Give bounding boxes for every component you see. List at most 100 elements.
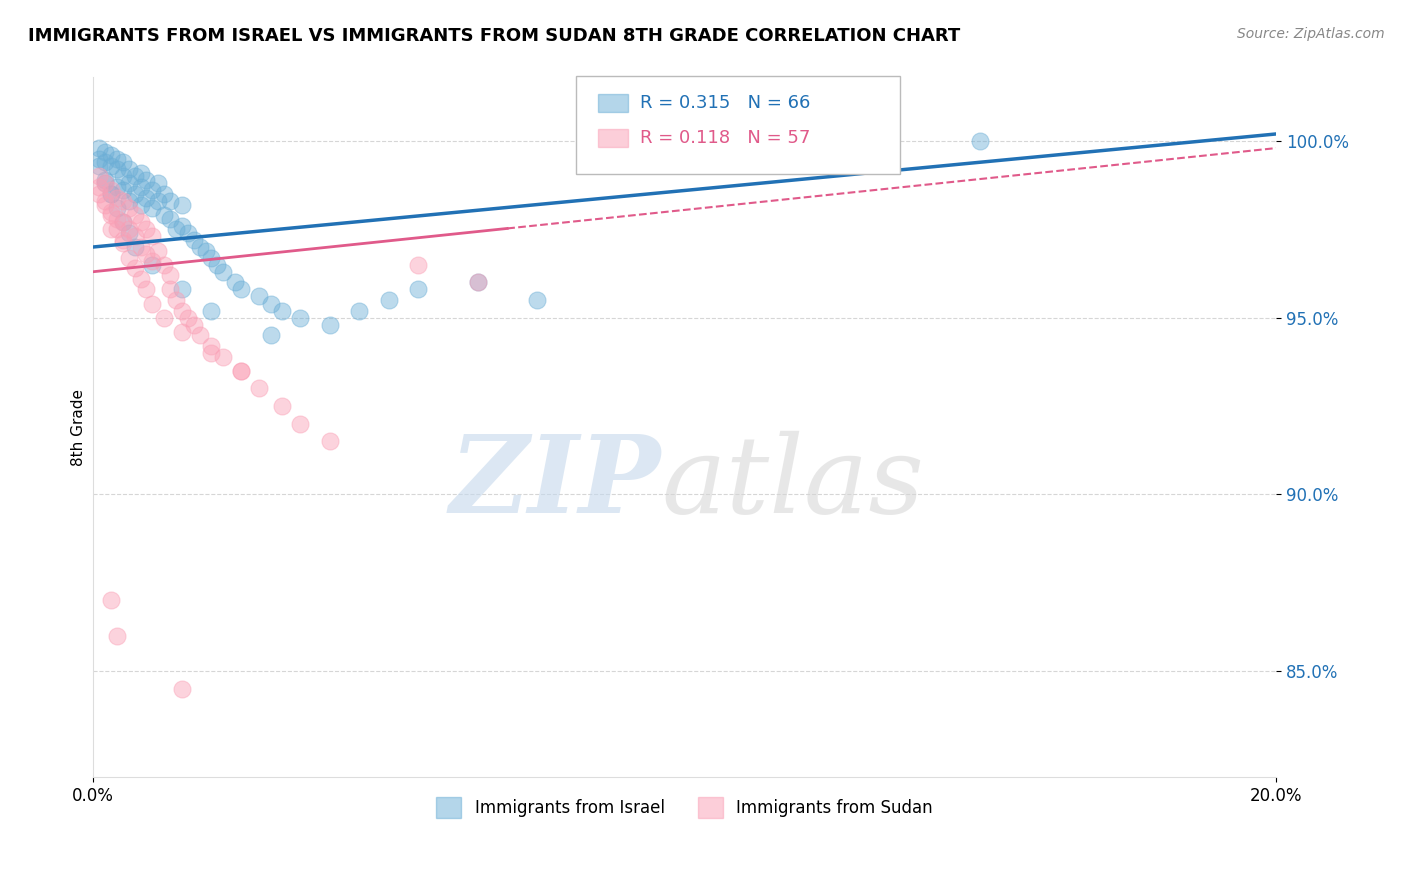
Point [194, 244, 217, 258]
Point [135, 190, 157, 204]
Point [111, 236, 134, 251]
Point [129, 215, 152, 229]
Point [111, 215, 134, 229]
Point [105, 211, 128, 226]
Point [188, 328, 211, 343]
Point [229, 364, 252, 378]
Point [124, 208, 146, 222]
Point [105, 162, 128, 177]
Point [105, 152, 128, 166]
Point [135, 282, 157, 296]
Text: R = 0.315   N = 66: R = 0.315 N = 66 [640, 94, 810, 112]
Point [141, 296, 163, 310]
Point [94, 197, 117, 211]
Point [124, 187, 146, 202]
Point [94, 173, 117, 187]
Point [200, 339, 222, 353]
Point [177, 310, 200, 325]
Point [148, 177, 170, 191]
Point [271, 303, 294, 318]
Point [141, 254, 163, 268]
Point [141, 184, 163, 198]
Point [87, 152, 110, 166]
Point [94, 177, 117, 191]
Point [94, 155, 117, 169]
Point [118, 201, 141, 215]
Point [111, 233, 134, 247]
Point [170, 681, 193, 696]
Point [87, 169, 110, 184]
Point [526, 293, 548, 307]
Point [271, 399, 294, 413]
Legend: Immigrants from Israel, Immigrants from Sudan: Immigrants from Israel, Immigrants from … [430, 791, 939, 824]
Point [100, 593, 122, 607]
Point [111, 169, 134, 184]
Text: Source: ZipAtlas.com: Source: ZipAtlas.com [1237, 27, 1385, 41]
Point [153, 208, 176, 222]
Point [224, 276, 246, 290]
Point [153, 187, 176, 202]
Point [135, 222, 157, 236]
Point [118, 251, 141, 265]
Point [200, 251, 222, 265]
Point [141, 258, 163, 272]
Point [111, 194, 134, 208]
Point [159, 211, 181, 226]
Point [247, 289, 270, 303]
Point [212, 350, 235, 364]
Point [118, 222, 141, 236]
Point [111, 184, 134, 198]
Point [229, 282, 252, 296]
Point [111, 215, 134, 229]
Point [105, 222, 128, 236]
Point [100, 204, 122, 219]
Point [159, 194, 181, 208]
Point [290, 310, 312, 325]
Point [118, 194, 141, 208]
Point [159, 282, 181, 296]
Point [129, 180, 152, 194]
Text: IMMIGRANTS FROM ISRAEL VS IMMIGRANTS FROM SUDAN 8TH GRADE CORRELATION CHART: IMMIGRANTS FROM ISRAEL VS IMMIGRANTS FRO… [28, 27, 960, 45]
Point [124, 240, 146, 254]
Point [177, 226, 200, 240]
Text: atlas: atlas [661, 431, 924, 536]
Point [105, 190, 128, 204]
Point [135, 173, 157, 187]
Point [259, 296, 281, 310]
Point [183, 233, 205, 247]
Point [148, 244, 170, 258]
Point [87, 141, 110, 155]
Point [105, 180, 128, 194]
Point [408, 282, 430, 296]
Point [87, 180, 110, 194]
Point [969, 134, 991, 148]
Point [170, 325, 193, 339]
Point [247, 381, 270, 395]
Point [183, 318, 205, 332]
Point [212, 265, 235, 279]
Point [124, 229, 146, 244]
Point [124, 261, 146, 276]
Point [259, 328, 281, 343]
Point [467, 276, 489, 290]
Point [153, 258, 176, 272]
Point [159, 268, 181, 283]
Point [141, 229, 163, 244]
Point [100, 187, 122, 202]
Point [141, 201, 163, 215]
Point [100, 159, 122, 173]
Point [200, 303, 222, 318]
Point [118, 177, 141, 191]
Y-axis label: 8th Grade: 8th Grade [72, 389, 86, 466]
Point [170, 197, 193, 211]
Point [105, 629, 128, 643]
Point [105, 201, 128, 215]
Point [129, 197, 152, 211]
Point [135, 247, 157, 261]
Point [378, 293, 401, 307]
Point [408, 258, 430, 272]
Text: ZIP: ZIP [450, 430, 661, 536]
Point [319, 318, 342, 332]
Point [319, 434, 342, 449]
Point [170, 219, 193, 233]
